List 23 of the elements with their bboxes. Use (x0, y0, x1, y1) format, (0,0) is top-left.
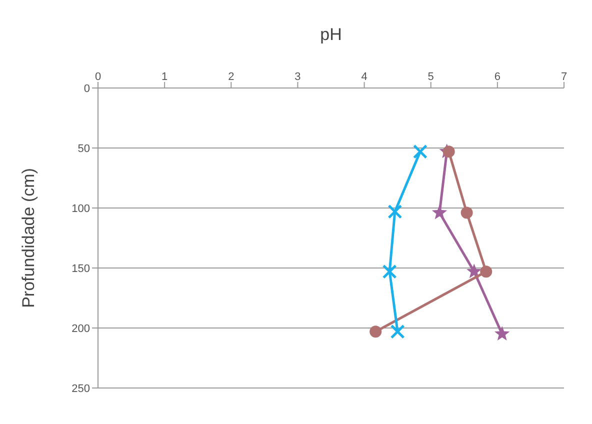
point (370, 326, 382, 338)
x-tick-label: 5 (428, 71, 434, 83)
x-tick-label: 6 (494, 71, 500, 83)
point (460, 206, 473, 219)
point (432, 204, 448, 220)
x-tick-label: 2 (228, 71, 234, 83)
y-tick-label: 200 (72, 322, 90, 335)
x-tick-label: 7 (560, 71, 568, 83)
y-tick-label: 0 (84, 82, 90, 95)
y-tick-label: 50 (78, 142, 90, 155)
point (494, 326, 510, 340)
y-tick-label: 150 (72, 262, 90, 275)
y-tick-label: 100 (72, 202, 90, 215)
y-axis-title: Profundidade (cm) (19, 168, 38, 308)
x-tick-label: 1 (162, 71, 168, 83)
x-tick-label: 0 (94, 71, 102, 83)
point (466, 264, 482, 278)
point (442, 146, 455, 158)
x-tick-label: 3 (294, 71, 301, 83)
x-tick-label: 4 (361, 71, 368, 83)
point (480, 266, 492, 278)
y-tick-label: 250 (72, 382, 90, 395)
x-axis-title: pH (320, 25, 342, 44)
